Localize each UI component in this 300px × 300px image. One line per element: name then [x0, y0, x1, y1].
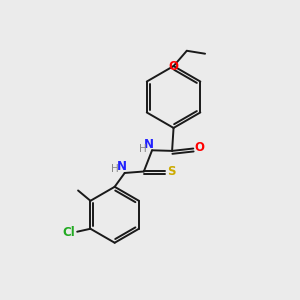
- Text: O: O: [195, 141, 205, 154]
- Text: H: H: [139, 144, 146, 154]
- Text: H: H: [111, 164, 119, 174]
- Text: S: S: [167, 165, 176, 178]
- Text: N: N: [117, 160, 127, 173]
- Text: O: O: [169, 60, 178, 73]
- Text: Cl: Cl: [63, 226, 75, 239]
- Text: N: N: [143, 138, 154, 151]
